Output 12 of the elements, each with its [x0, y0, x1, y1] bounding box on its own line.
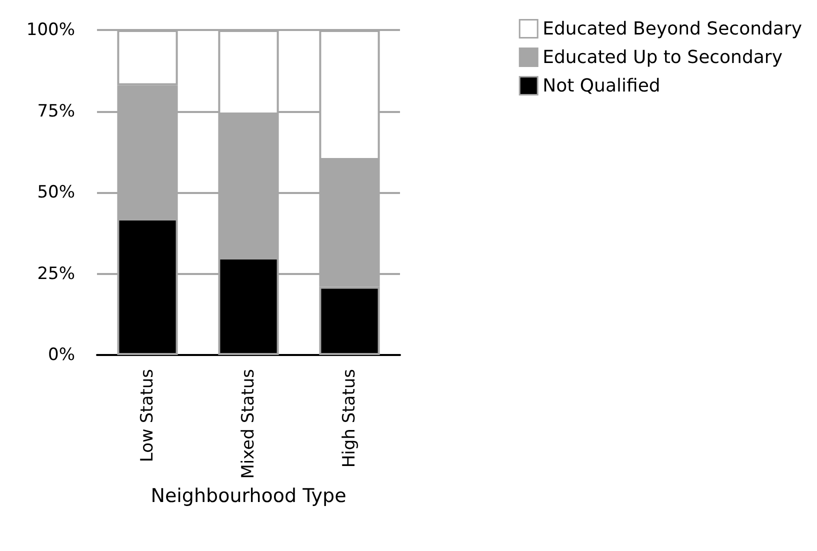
y-tick-label: 25%: [37, 264, 75, 284]
x-tick-label: Low Status: [138, 368, 158, 462]
legend-label: Educated Up to Secondary: [542, 46, 783, 68]
legend-label: Not Qualified: [542, 75, 660, 96]
y-tick-label: 0%: [48, 345, 75, 365]
legend-label: Educated Beyond Secondary: [542, 18, 802, 40]
y-tick-label: 75%: [37, 101, 75, 122]
y-tick-label: 100%: [26, 20, 75, 40]
y-tick-label: 50%: [37, 182, 75, 202]
x-tick-label: High Status: [340, 368, 360, 468]
x-tick-label: Mixed Status: [238, 368, 258, 479]
x-axis-title: Neighbourhood Type: [150, 485, 346, 508]
